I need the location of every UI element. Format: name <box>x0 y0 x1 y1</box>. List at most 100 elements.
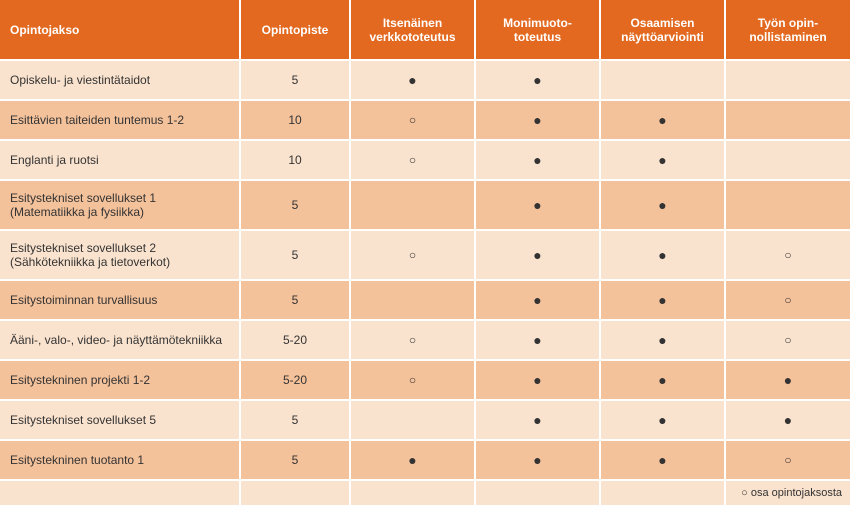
mark-cell: ● <box>475 180 600 230</box>
empty-dot-icon: ○ <box>409 373 416 387</box>
filled-dot-icon: ● <box>658 372 666 388</box>
mark-cell <box>350 400 475 440</box>
filled-dot-icon: ● <box>658 292 666 308</box>
footer-cell <box>600 480 725 506</box>
filled-dot-icon: ● <box>533 412 541 428</box>
filled-dot-icon: ● <box>784 412 792 428</box>
filled-dot-icon: ● <box>408 452 416 468</box>
empty-dot-icon: ○ <box>409 248 416 262</box>
filled-dot-icon: ● <box>533 372 541 388</box>
mark-cell: ● <box>600 140 725 180</box>
course-name: Englanti ja ruotsi <box>0 140 240 180</box>
filled-dot-icon: ● <box>658 412 666 428</box>
course-name: Esitystoiminnan turvallisuus <box>0 280 240 320</box>
table-row: Esitystekniset sovellukset 55 ● ● ● <box>0 400 850 440</box>
mark-cell: ○ <box>725 440 850 480</box>
mark-cell: ● <box>600 400 725 440</box>
filled-dot-icon: ● <box>408 72 416 88</box>
table-row: Ääni-, valo-, video- ja näyttämötekniikk… <box>0 320 850 360</box>
course-credits: 10 <box>240 100 350 140</box>
mark-cell <box>725 60 850 100</box>
col-header-assessment: Osaamisen näyttöarviointi <box>600 0 725 60</box>
mark-cell: ● <box>475 400 600 440</box>
mark-cell: ● <box>600 180 725 230</box>
course-name: Esitystekninen tuotanto 1 <box>0 440 240 480</box>
empty-dot-icon: ○ <box>409 333 416 347</box>
course-name: Esittävien taiteiden tuntemus 1-2 <box>0 100 240 140</box>
course-credits: 5-20 <box>240 360 350 400</box>
mark-cell: ● <box>475 320 600 360</box>
mark-cell: ● <box>475 140 600 180</box>
mark-cell: ○ <box>725 230 850 280</box>
course-table: Opintojakso Opintopiste Itsenäinen verkk… <box>0 0 850 507</box>
mark-cell: ● <box>350 60 475 100</box>
course-name: Opiskelu- ja viestintätaidot <box>0 60 240 100</box>
mark-cell: ● <box>475 360 600 400</box>
filled-dot-icon: ● <box>533 152 541 168</box>
mark-cell <box>600 60 725 100</box>
mark-cell: ○ <box>725 280 850 320</box>
mark-cell: ● <box>475 280 600 320</box>
empty-dot-icon: ○ <box>409 153 416 167</box>
mark-cell: ● <box>600 230 725 280</box>
filled-dot-icon: ● <box>658 112 666 128</box>
mark-cell <box>725 180 850 230</box>
table-row: Esitystekniset sovellukset 2 (Sähkötekni… <box>0 230 850 280</box>
empty-dot-icon: ○ <box>784 333 791 347</box>
table-row: Esitystekniset sovellukset 1 (Matematiik… <box>0 180 850 230</box>
filled-dot-icon: ● <box>533 452 541 468</box>
course-credits: 5 <box>240 230 350 280</box>
empty-dot-icon: ○ <box>784 293 791 307</box>
mark-cell: ○ <box>350 320 475 360</box>
course-credits: 5-20 <box>240 320 350 360</box>
table-row: Esitystekninen projekti 1-25-20○●●● <box>0 360 850 400</box>
col-header-credits: Opintopiste <box>240 0 350 60</box>
table-row: Esittävien taiteiden tuntemus 1-210○ ● ● <box>0 100 850 140</box>
filled-dot-icon: ● <box>533 332 541 348</box>
table-body: Opiskelu- ja viestintätaidot5●●Esittävie… <box>0 60 850 480</box>
mark-cell: ● <box>725 360 850 400</box>
mark-cell: ● <box>600 100 725 140</box>
footer-cell <box>0 480 240 506</box>
table-row: Opiskelu- ja viestintätaidot5●● <box>0 60 850 100</box>
footer-legend: ○ osa opintojaksosta <box>725 480 850 506</box>
col-header-course: Opintojakso <box>0 0 240 60</box>
course-name: Esitystekniset sovellukset 5 <box>0 400 240 440</box>
mark-cell <box>350 180 475 230</box>
course-name: Esitystekniset sovellukset 1 (Matematiik… <box>0 180 240 230</box>
col-header-blended: Monimuoto-toteutus <box>475 0 600 60</box>
filled-dot-icon: ● <box>658 332 666 348</box>
table-footer-row: ○ osa opintojaksosta <box>0 480 850 506</box>
mark-cell: ● <box>475 60 600 100</box>
filled-dot-icon: ● <box>658 452 666 468</box>
mark-cell: ○ <box>350 100 475 140</box>
mark-cell: ● <box>600 320 725 360</box>
filled-dot-icon: ● <box>784 372 792 388</box>
filled-dot-icon: ● <box>533 292 541 308</box>
filled-dot-icon: ● <box>533 197 541 213</box>
table-header-row: Opintojakso Opintopiste Itsenäinen verkk… <box>0 0 850 60</box>
empty-dot-icon: ○ <box>784 248 791 262</box>
mark-cell: ● <box>600 360 725 400</box>
mark-cell: ● <box>475 230 600 280</box>
footer-cell <box>240 480 350 506</box>
course-credits: 5 <box>240 400 350 440</box>
filled-dot-icon: ● <box>533 247 541 263</box>
mark-cell: ○ <box>725 320 850 360</box>
filled-dot-icon: ● <box>533 72 541 88</box>
col-header-work: Työn opin-nollistaminen <box>725 0 850 60</box>
col-header-online: Itsenäinen verkkototeutus <box>350 0 475 60</box>
empty-dot-icon: ○ <box>784 453 791 467</box>
mark-cell <box>725 140 850 180</box>
table-row: Englanti ja ruotsi10○●● <box>0 140 850 180</box>
mark-cell: ● <box>475 100 600 140</box>
footer-cell <box>475 480 600 506</box>
mark-cell: ● <box>600 280 725 320</box>
course-credits: 5 <box>240 280 350 320</box>
course-name: Esitystekniset sovellukset 2 (Sähkötekni… <box>0 230 240 280</box>
filled-dot-icon: ● <box>533 112 541 128</box>
mark-cell: ● <box>725 400 850 440</box>
course-name: Ääni-, valo-, video- ja näyttämötekniikk… <box>0 320 240 360</box>
course-credits: 5 <box>240 440 350 480</box>
table-row: Esitystoiminnan turvallisuus5 ● ● ○ <box>0 280 850 320</box>
